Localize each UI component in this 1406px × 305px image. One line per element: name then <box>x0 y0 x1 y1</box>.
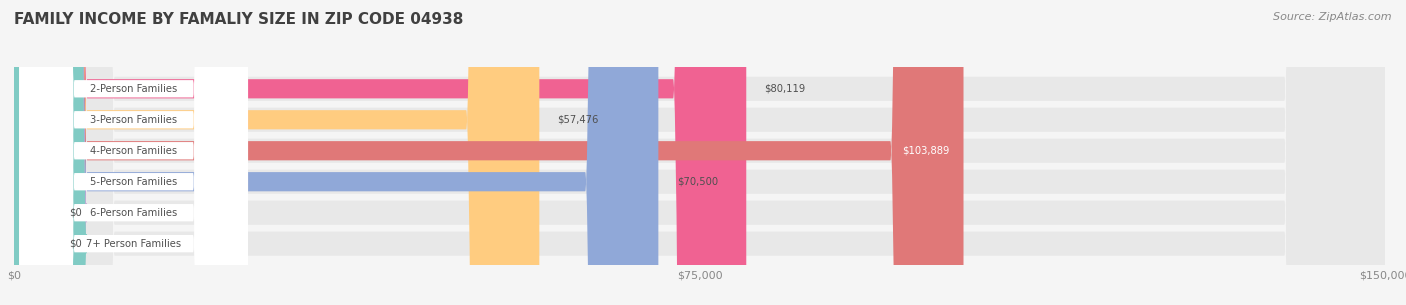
Text: 3-Person Families: 3-Person Families <box>90 115 177 125</box>
FancyBboxPatch shape <box>14 0 1385 305</box>
FancyBboxPatch shape <box>14 0 963 305</box>
Text: FAMILY INCOME BY FAMALIY SIZE IN ZIP CODE 04938: FAMILY INCOME BY FAMALIY SIZE IN ZIP COD… <box>14 12 464 27</box>
Text: $57,476: $57,476 <box>558 115 599 125</box>
FancyBboxPatch shape <box>20 0 247 305</box>
FancyBboxPatch shape <box>20 0 247 305</box>
FancyBboxPatch shape <box>20 0 247 305</box>
FancyBboxPatch shape <box>14 0 540 305</box>
FancyBboxPatch shape <box>14 0 747 305</box>
Text: 6-Person Families: 6-Person Families <box>90 208 177 218</box>
Text: 5-Person Families: 5-Person Families <box>90 177 177 187</box>
Text: 4-Person Families: 4-Person Families <box>90 146 177 156</box>
FancyBboxPatch shape <box>14 0 1385 305</box>
Text: 2-Person Families: 2-Person Families <box>90 84 177 94</box>
FancyBboxPatch shape <box>14 0 1385 305</box>
FancyBboxPatch shape <box>14 0 1385 305</box>
Text: $80,119: $80,119 <box>765 84 806 94</box>
FancyBboxPatch shape <box>20 0 247 305</box>
Text: $0: $0 <box>69 208 82 218</box>
Text: $103,889: $103,889 <box>903 146 950 156</box>
Text: $70,500: $70,500 <box>676 177 717 187</box>
FancyBboxPatch shape <box>0 0 87 305</box>
FancyBboxPatch shape <box>20 0 247 305</box>
FancyBboxPatch shape <box>20 0 247 305</box>
FancyBboxPatch shape <box>0 0 87 305</box>
FancyBboxPatch shape <box>14 0 658 305</box>
FancyBboxPatch shape <box>14 0 1385 305</box>
FancyBboxPatch shape <box>14 0 1385 305</box>
Text: $0: $0 <box>69 239 82 249</box>
Text: 7+ Person Families: 7+ Person Families <box>86 239 181 249</box>
Text: Source: ZipAtlas.com: Source: ZipAtlas.com <box>1274 12 1392 22</box>
